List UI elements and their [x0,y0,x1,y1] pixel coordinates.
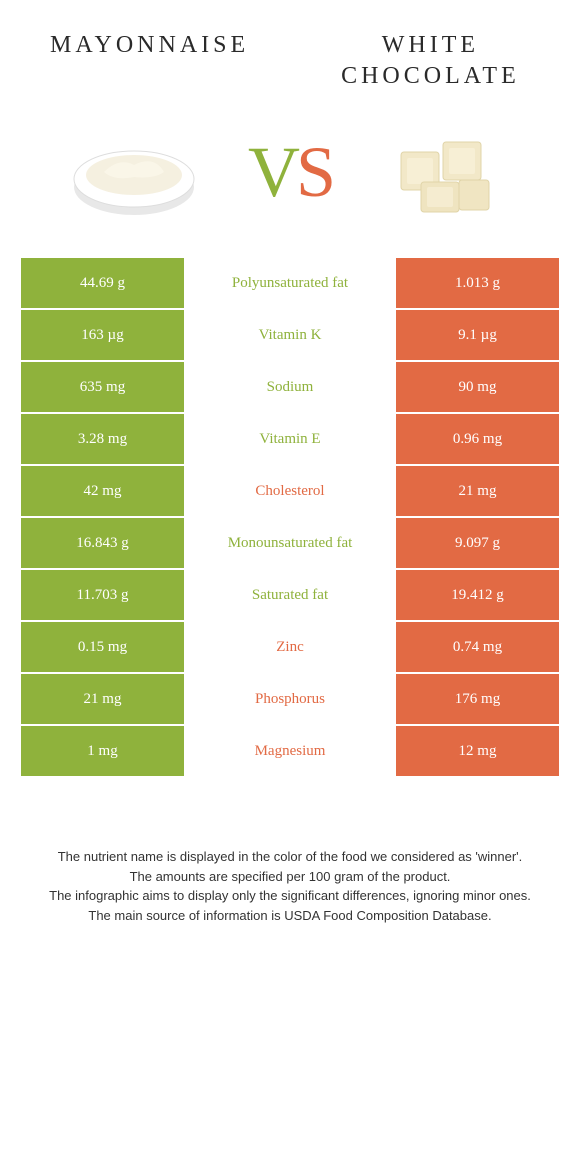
nutrient-label: Monounsaturated fat [185,517,395,569]
nutrient-row: 16.843 gMonounsaturated fat9.097 g [20,517,560,569]
footer-line-1: The nutrient name is displayed in the co… [30,847,550,867]
title-right: WHITE CHOCOLATE [301,30,560,92]
left-value: 3.28 mg [20,413,185,465]
vs-label: VS [248,131,332,214]
footer-line-4: The main source of information is USDA F… [30,906,550,926]
footer-line-3: The infographic aims to display only the… [30,886,550,906]
vs-v: V [248,132,296,212]
nutrient-row: 42 mgCholesterol21 mg [20,465,560,517]
left-value: 1 mg [20,725,185,777]
nutrient-row: 635 mgSodium90 mg [20,361,560,413]
right-value: 9.1 µg [395,309,560,361]
left-value: 11.703 g [20,569,185,621]
nutrient-label: Sodium [185,361,395,413]
title-left: MAYONNAISE [20,30,279,61]
nutrient-row: 163 µgVitamin K9.1 µg [20,309,560,361]
right-value: 1.013 g [395,257,560,309]
left-value: 44.69 g [20,257,185,309]
left-value: 163 µg [20,309,185,361]
nutrient-label: Vitamin E [185,413,395,465]
nutrient-label: Magnesium [185,725,395,777]
mayonnaise-image [59,117,209,227]
nutrient-label: Phosphorus [185,673,395,725]
right-value: 19.412 g [395,569,560,621]
images-row: VS [20,117,560,227]
nutrient-label: Vitamin K [185,309,395,361]
vs-s: S [296,132,332,212]
nutrient-label: Saturated fat [185,569,395,621]
footer-line-2: The amounts are specified per 100 gram o… [30,867,550,887]
nutrient-row: 11.703 gSaturated fat19.412 g [20,569,560,621]
left-value: 16.843 g [20,517,185,569]
nutrient-row: 44.69 gPolyunsaturated fat1.013 g [20,257,560,309]
right-value: 12 mg [395,725,560,777]
left-value: 42 mg [20,465,185,517]
nutrient-row: 21 mgPhosphorus176 mg [20,673,560,725]
right-value: 90 mg [395,361,560,413]
right-value: 0.96 mg [395,413,560,465]
right-value: 0.74 mg [395,621,560,673]
nutrient-row: 3.28 mgVitamin E0.96 mg [20,413,560,465]
header: MAYONNAISE WHITE CHOCOLATE [20,30,560,92]
nutrient-label: Polyunsaturated fat [185,257,395,309]
right-value: 21 mg [395,465,560,517]
nutrient-row: 1 mgMagnesium12 mg [20,725,560,777]
left-value: 0.15 mg [20,621,185,673]
nutrient-row: 0.15 mgZinc0.74 mg [20,621,560,673]
nutrient-label: Zinc [185,621,395,673]
left-value: 21 mg [20,673,185,725]
nutrient-label: Cholesterol [185,465,395,517]
white-chocolate-image [371,117,521,227]
right-value: 176 mg [395,673,560,725]
left-value: 635 mg [20,361,185,413]
right-value: 9.097 g [395,517,560,569]
nutrient-table: 44.69 gPolyunsaturated fat1.013 g163 µgV… [20,257,560,777]
footer-notes: The nutrient name is displayed in the co… [20,847,560,925]
